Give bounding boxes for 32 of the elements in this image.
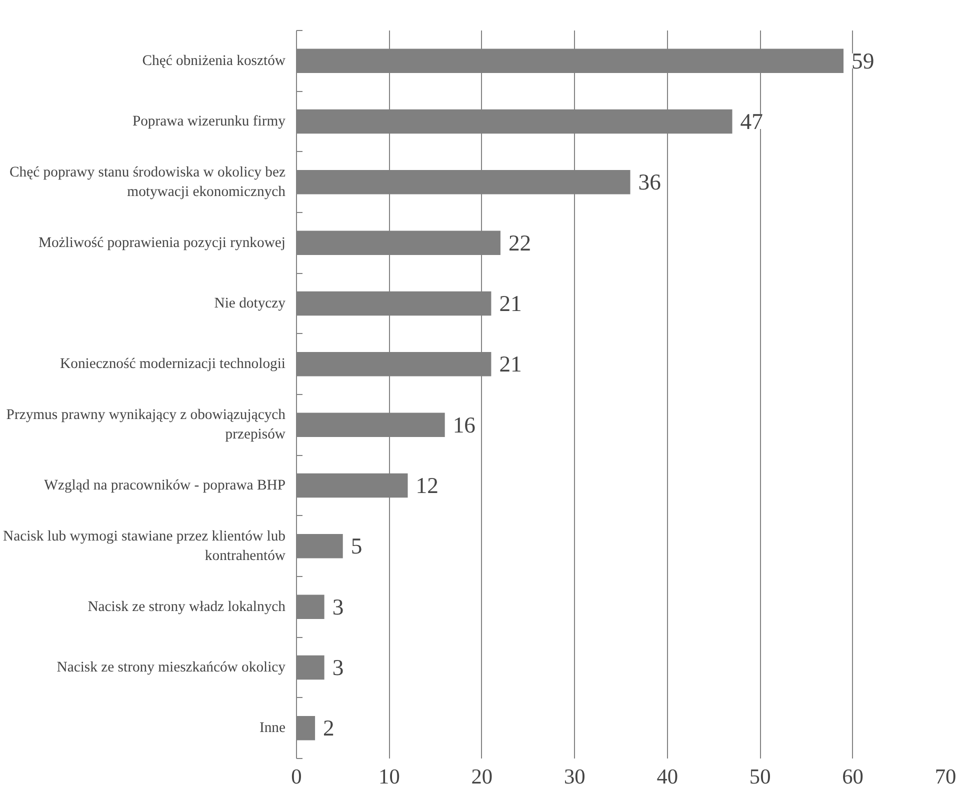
y-tick-label: Inne xyxy=(259,720,286,736)
y-tick-label: Nacisk lub wymogi stawiane przez klientów lub kontrahentów xyxy=(3,528,286,564)
data-label: 3 xyxy=(332,594,344,620)
x-tick-label: 20 xyxy=(471,764,493,788)
x-tick-label: 40 xyxy=(656,764,678,788)
data-label: 12 xyxy=(416,473,438,498)
data-label: 47 xyxy=(740,109,763,134)
y-tick-label: Nie dotyczy xyxy=(214,296,286,312)
y-tick-label: Przymus prawny wynikający z obowiązujących przepisów xyxy=(6,407,286,442)
y-tick-label: Konieczność modernizacji technologii xyxy=(60,356,286,372)
data-label: 16 xyxy=(452,412,476,438)
x-tick-label: 60 xyxy=(842,764,864,788)
x-tick-label: 30 xyxy=(564,764,586,788)
data-label: 21 xyxy=(499,352,522,377)
data-label: 2 xyxy=(323,716,334,741)
y-tick-label: Możliwość poprawienia pozycji rynkowej xyxy=(38,234,286,251)
x-tick-label: 70 xyxy=(934,764,956,788)
data-label: 21 xyxy=(499,291,522,316)
data-label: 59 xyxy=(852,48,874,74)
y-tick-label: Nacisk ze strony władz lokalnych xyxy=(88,598,286,615)
x-tick-label: 50 xyxy=(749,764,771,788)
data-label: 3 xyxy=(332,655,344,680)
y-tick-label: Chęć poprawy stanu środowiska w okolicy bez motywacji ekonomicznych xyxy=(10,164,286,200)
x-tick-label: 0 xyxy=(291,764,302,788)
data-label: 22 xyxy=(508,230,532,256)
data-label: 36 xyxy=(638,170,661,195)
y-tick-label: Poprawa wizerunku firmy xyxy=(132,114,286,130)
data-label: 5 xyxy=(350,534,362,559)
y-tick-label: Nacisk ze strony mieszkańców okolicy xyxy=(56,660,286,676)
y-tick-label: Wzgląd na pracowników - poprawa BHP xyxy=(44,478,286,494)
y-tick-label: Chęć obniżenia kosztów xyxy=(142,52,286,69)
x-tick-label: 10 xyxy=(378,764,400,788)
